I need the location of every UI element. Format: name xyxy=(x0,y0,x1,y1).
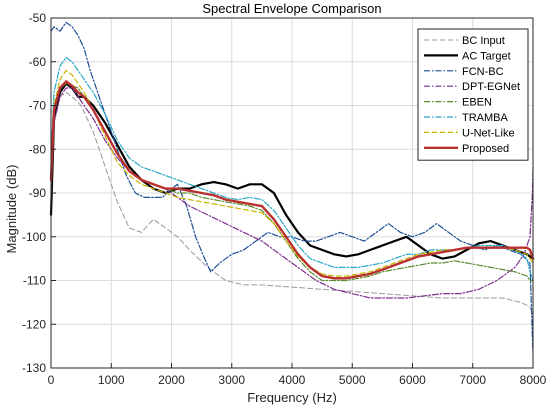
x-axis-label: Frequency (Hz) xyxy=(247,390,337,405)
legend-label-fcn-bc: FCN-BC xyxy=(462,66,504,78)
series-line-bc-input xyxy=(50,91,534,316)
y-tick-label: -130 xyxy=(22,361,46,375)
y-tick-label: -70 xyxy=(29,99,47,113)
legend-box xyxy=(417,28,529,161)
series-line-proposed xyxy=(49,80,535,280)
y-axis-label: Magnitude (dB) xyxy=(4,165,19,254)
x-tick-label: 0 xyxy=(48,373,55,387)
chart-title: Spectral Envelope Comparison xyxy=(202,1,381,16)
y-tick-label: -120 xyxy=(22,317,46,331)
x-tick-label: 2000 xyxy=(158,373,185,387)
y-tick-label: -60 xyxy=(29,55,47,69)
legend-label-bc-input: BC Input xyxy=(462,35,505,47)
y-tick-label: -100 xyxy=(22,230,46,244)
x-tick-label: 7000 xyxy=(459,373,486,387)
y-tick-label: -90 xyxy=(29,186,47,200)
x-tick-label: 6000 xyxy=(399,373,426,387)
legend-label-proposed: Proposed xyxy=(462,143,509,155)
x-tick-label: 4000 xyxy=(279,373,306,387)
legend-label-eben: EBEN xyxy=(462,97,492,109)
legend-label-tramba: TRAMBA xyxy=(462,112,509,124)
x-tick-label: 3000 xyxy=(218,373,245,387)
series-line-ac-target xyxy=(49,82,535,260)
y-tick-label: -80 xyxy=(29,142,47,156)
legend-label-dpt-egnet: DPT-EGNet xyxy=(462,81,520,93)
y-tick-label: -110 xyxy=(23,274,46,288)
legend: BC Input AC Target FCN-BC DPT-EGNet EBEN TRAM… xyxy=(417,28,529,161)
series-line-fcn-bc xyxy=(50,21,534,356)
legend-label-ac-target: AC Target xyxy=(462,50,511,62)
y-tick-label: -50 xyxy=(29,11,47,25)
axis-ticks: 0 1000 2000 3000 4000 5000 6000 7000 8000 -130 -12… xyxy=(22,11,547,387)
x-tick-label: 1000 xyxy=(98,373,125,387)
x-tick-label: 5000 xyxy=(339,373,366,387)
series-line-dpt-egnet xyxy=(50,87,534,299)
series-lines xyxy=(49,21,535,356)
legend-label-u-net-like: U-Net-Like xyxy=(462,127,515,139)
x-tick-label: 8000 xyxy=(520,373,547,387)
